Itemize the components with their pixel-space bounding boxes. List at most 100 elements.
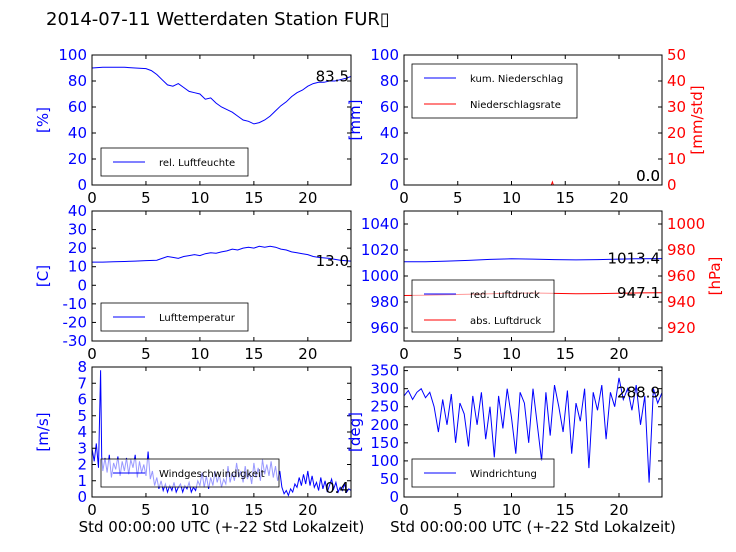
last-value-label: 83.5 <box>316 67 349 85</box>
y-tick-label: 1000 <box>361 267 399 285</box>
last-value-label-2: 947.1 <box>617 284 660 302</box>
y-tick-label: -10 <box>63 295 88 313</box>
y-tick-label-right: 1000 <box>667 215 705 233</box>
y-tick-label: 980 <box>370 293 399 311</box>
axes-frame <box>91 210 352 342</box>
y-tick-label: 3 <box>77 439 87 457</box>
x-tick-label: 20 <box>298 501 317 519</box>
y-tick-label-right: 960 <box>667 267 696 285</box>
x-tick-label: 0 <box>87 189 97 207</box>
legend: Lufttemperatur <box>100 302 249 332</box>
series-line-wind_direction-0 <box>404 377 662 483</box>
x-tick-label: 15 <box>556 501 575 519</box>
x-tick-label: 10 <box>190 345 209 363</box>
x-tick-label: 15 <box>244 501 263 519</box>
legend-frame <box>411 63 578 119</box>
chart-panel-humidity: 0 5 10 15 20 0 20 40 60 80 100 [%] rel. Luftfeuchte 8… <box>34 46 352 207</box>
y-tick-label: 40 <box>380 124 399 142</box>
x-tick-label: 0 <box>399 345 409 363</box>
x-axis-label: Std 00:00:00 UTC (+-22 Std Lokalzeit) <box>79 518 365 536</box>
x-tick-label: 20 <box>298 345 317 363</box>
y-tick-label: 20 <box>380 150 399 168</box>
axes-frame <box>403 366 663 498</box>
y-tick-label: 150 <box>370 434 399 452</box>
legend: Windgeschwindigkeit <box>100 458 280 488</box>
x-tick-label: 15 <box>244 345 263 363</box>
series-line-precipitation-1 <box>404 180 662 185</box>
y-tick-label-right: 940 <box>667 293 696 311</box>
y-tick-label: 4 <box>77 423 87 441</box>
y-tick-label-right: 980 <box>667 241 696 259</box>
y-tick-label: 20 <box>68 150 87 168</box>
y-tick-label: 250 <box>370 398 399 416</box>
x-tick-label: 5 <box>453 501 463 519</box>
y-tick-label: 960 <box>370 319 399 337</box>
x-tick-label: 20 <box>609 189 628 207</box>
x-tick-label: 0 <box>87 501 97 519</box>
y-tick-label-right: 10 <box>667 150 686 168</box>
y-tick-label: 60 <box>380 98 399 116</box>
y-tick-label: 40 <box>68 124 87 142</box>
x-tick-label: 10 <box>190 501 209 519</box>
y-tick-label: 0 <box>77 176 87 194</box>
series-line-pressure-0 <box>404 258 662 263</box>
last-value-label: 1013.4 <box>608 250 661 268</box>
y-tick-label: 60 <box>68 98 87 116</box>
legend-label: Windrichtung <box>470 469 537 480</box>
x-tick-label: 5 <box>141 501 151 519</box>
x-tick-label: 5 <box>141 345 151 363</box>
y-tick-label: 1 <box>77 472 87 490</box>
y-tick-label-right: 40 <box>667 72 686 90</box>
y-tick-label: 100 <box>58 46 87 64</box>
y-tick-label: 1020 <box>361 241 399 259</box>
legend: red. Luftdruck abs. Luftdruck <box>411 279 555 333</box>
x-tick-label: 15 <box>244 189 263 207</box>
last-value-label-2: 0.0 <box>636 167 660 185</box>
y-tick-label: 10 <box>68 258 87 276</box>
y-tick-label: 80 <box>380 72 399 90</box>
y-axis-label: [deg] <box>346 412 364 452</box>
x-tick-label: 10 <box>502 501 521 519</box>
y-tick-label-right: 20 <box>667 124 686 142</box>
series-line-temperature-0 <box>92 245 351 263</box>
y-tick-label: -20 <box>63 313 88 331</box>
legend-label: rel. Luftfeuchte <box>159 158 235 169</box>
axes-frame <box>403 54 663 186</box>
x-tick-label: 0 <box>399 501 409 519</box>
y-tick-label: 200 <box>370 416 399 434</box>
y-tick-label: 100 <box>370 46 399 64</box>
legend: rel. Luftfeuchte <box>100 147 249 177</box>
y-tick-label-right: 920 <box>667 319 696 337</box>
legend-label: red. Luftdruck <box>470 290 540 301</box>
y-tick-label-right: 30 <box>667 98 686 116</box>
y-tick-label: -30 <box>63 332 88 350</box>
x-tick-label: 5 <box>453 189 463 207</box>
y-axis-label: [%] <box>34 107 52 133</box>
y-tick-label: 0 <box>389 176 399 194</box>
y-tick-label: 5 <box>77 407 87 425</box>
x-tick-label: 20 <box>609 501 628 519</box>
y-tick-label: 8 <box>77 358 87 376</box>
y-tick-label: 0 <box>77 488 87 506</box>
x-tick-label: 5 <box>141 189 151 207</box>
y-tick-label: 30 <box>68 221 87 239</box>
y-axis-label-right: [mm/std] <box>688 85 706 154</box>
axes-frame <box>91 54 352 186</box>
y-axis-label: [m/s] <box>34 412 52 451</box>
y-tick-label: 1040 <box>361 215 399 233</box>
legend-label: Windgeschwindigkeit <box>159 469 265 480</box>
legend: Windrichtung <box>411 458 555 488</box>
y-tick-label: 2 <box>77 456 87 474</box>
legend: kum. Niederschlag Niederschlagsrate <box>411 63 578 119</box>
x-tick-label: 15 <box>556 189 575 207</box>
last-value-label: 0.0 <box>636 167 660 185</box>
y-axis-label: [mm] <box>346 100 364 141</box>
chart-panel-precipitation: 0 5 10 15 20 0 20 40 60 80 100 0 10 20 30 40 50 [mm] [mm/s… <box>346 46 706 207</box>
y-tick-label: 20 <box>68 239 87 257</box>
y-axis-label-right: [hPa] <box>706 257 724 296</box>
legend-label: abs. Luftdruck <box>470 316 541 327</box>
y-axis-label: [C] <box>34 265 52 287</box>
x-tick-label: 0 <box>399 189 409 207</box>
